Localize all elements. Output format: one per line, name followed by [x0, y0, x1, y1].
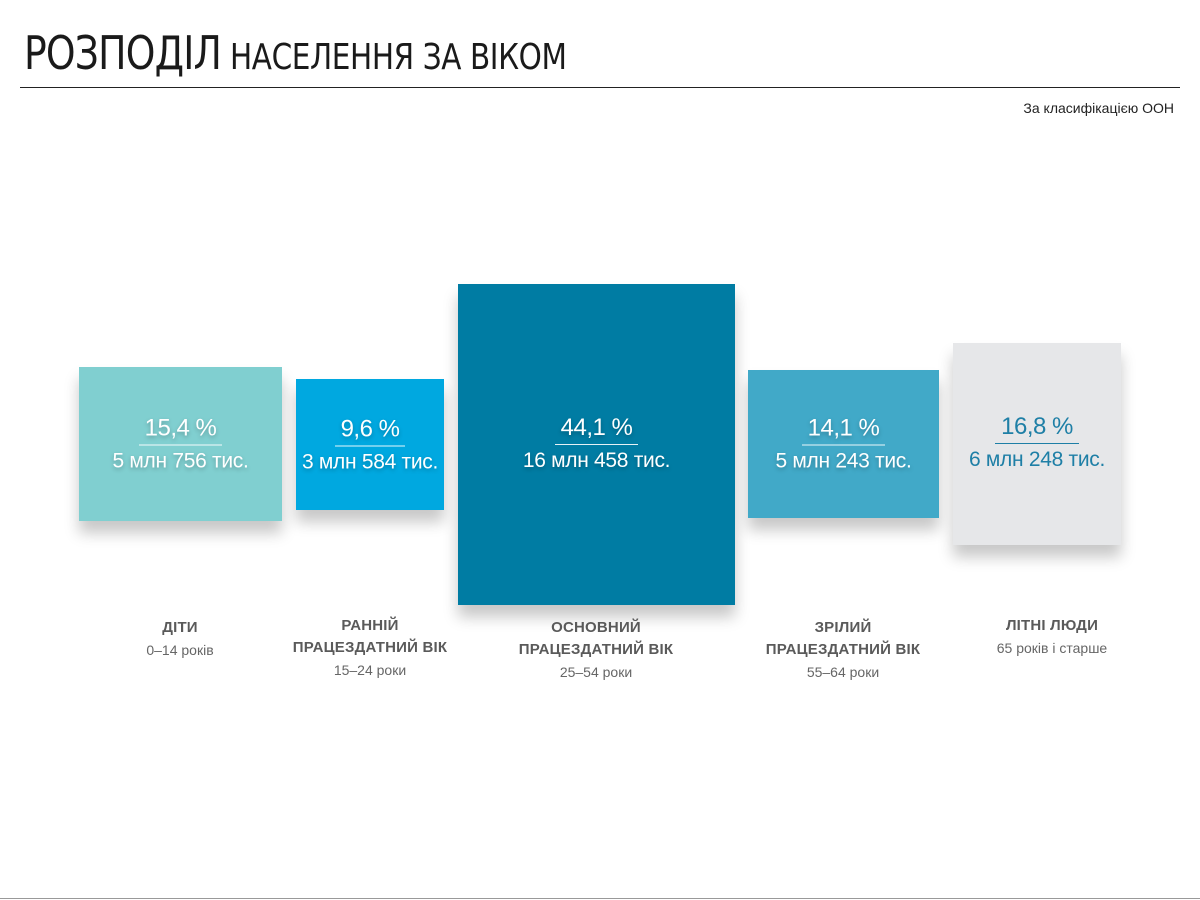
label-early-name-1: РАННІЙ	[341, 617, 399, 634]
page-title: РОЗПОДІЛ НАСЕЛЕННЯ ЗА ВІКОМ	[24, 30, 641, 76]
label-children-name: ДІТИ	[162, 619, 198, 636]
pct-elderly: 16,8 %	[995, 413, 1079, 444]
label-mature-name-2: ПРАЦЕЗДАТНИЙ ВІК	[765, 641, 921, 658]
label-mature-range: 55–64 роки	[806, 664, 880, 680]
label-elderly: ЛІТНІ ЛЮДИ 65 років і старше	[952, 615, 1152, 659]
title-divider	[20, 87, 1180, 88]
box-elderly: 16,8 % 6 млн 248 тис.	[953, 343, 1121, 545]
label-main-name-2: ПРАЦЕЗДАТНИЙ ВІК	[518, 641, 674, 658]
box-mature: 14,1 % 5 млн 243 тис.	[748, 370, 939, 518]
box-main-values: 44,1 % 16 млн 458 тис.	[458, 414, 735, 473]
box-early-values: 9,6 % 3 млн 584 тис.	[296, 415, 444, 474]
title-rest: НАСЕЛЕННЯ ЗА ВІКОМ	[230, 37, 567, 78]
box-elderly-values: 16,8 % 6 млн 248 тис.	[953, 413, 1121, 472]
label-elderly-range: 65 років і старше	[996, 640, 1108, 656]
abs-elderly: 6 млн 248 тис.	[969, 448, 1105, 471]
pct-early: 9,6 %	[334, 415, 406, 446]
pct-children: 15,4 %	[138, 415, 223, 446]
label-main-range: 25–54 роки	[559, 664, 633, 680]
box-children: 15,4 % 5 млн 756 тис.	[79, 367, 282, 521]
label-children: ДІТИ 0–14 років	[100, 617, 260, 661]
label-children-range: 0–14 років	[146, 642, 214, 658]
bottom-divider	[0, 898, 1200, 899]
label-elderly-name: ЛІТНІ ЛЮДИ	[1005, 617, 1099, 634]
abs-children: 5 млн 756 тис.	[112, 449, 249, 473]
label-early-range: 15–24 роки	[333, 662, 407, 678]
label-main: ОСНОВНИЙ ПРАЦЕЗДАТНИЙ ВІК 25–54 роки	[496, 617, 696, 683]
pct-main: 44,1 %	[554, 414, 639, 445]
abs-main: 16 млн 458 тис.	[522, 449, 671, 472]
label-mature-name-1: ЗРІЛИЙ	[814, 619, 872, 636]
box-children-values: 15,4 % 5 млн 756 тис.	[79, 415, 282, 474]
label-early: РАННІЙ ПРАЦЕЗДАТНИЙ ВІК 15–24 роки	[270, 615, 470, 681]
label-mature: ЗРІЛИЙ ПРАЦЕЗДАТНИЙ ВІК 55–64 роки	[743, 617, 943, 683]
abs-mature: 5 млн 243 тис.	[775, 449, 912, 473]
title-main: РОЗПОДІЛ	[24, 26, 222, 80]
abs-early: 3 млн 584 тис.	[302, 450, 438, 473]
pct-mature: 14,1 %	[801, 415, 886, 446]
box-mature-values: 14,1 % 5 млн 243 тис.	[748, 415, 939, 474]
subtitle: За класифікацією ООН	[1023, 100, 1174, 116]
box-main: 44,1 % 16 млн 458 тис.	[458, 284, 735, 605]
label-main-name-1: ОСНОВНИЙ	[551, 619, 641, 636]
label-early-name-2: ПРАЦЕЗДАТНИЙ ВІК	[292, 639, 448, 656]
box-early: 9,6 % 3 млн 584 тис.	[296, 379, 444, 510]
